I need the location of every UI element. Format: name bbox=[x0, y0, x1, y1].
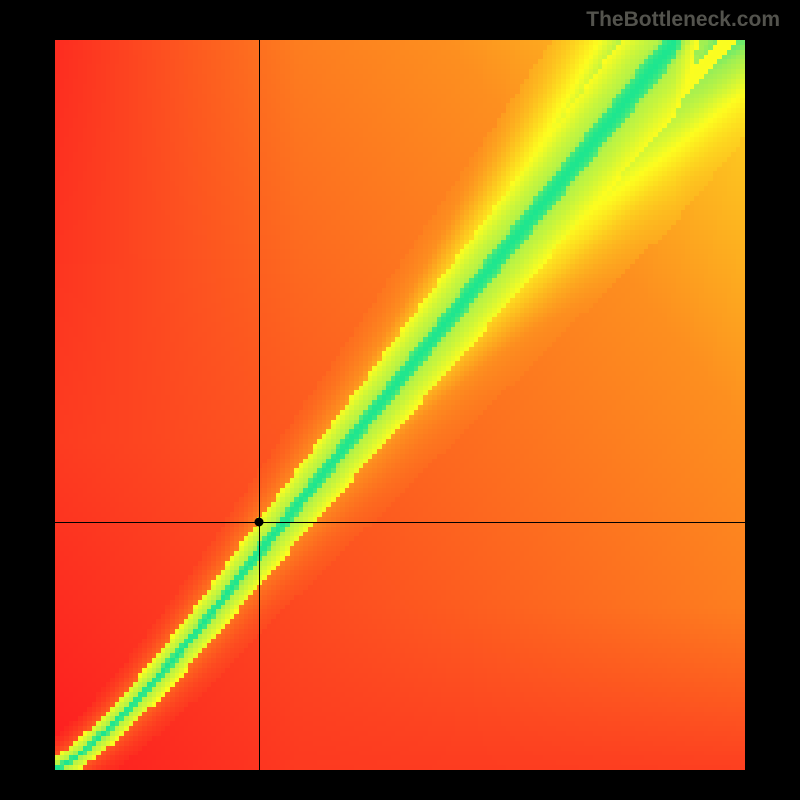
crosshair-horizontal bbox=[55, 522, 745, 523]
crosshair-vertical bbox=[259, 40, 260, 770]
heatmap-canvas bbox=[55, 40, 745, 770]
heatmap-plot bbox=[55, 40, 745, 770]
watermark-text: TheBottleneck.com bbox=[586, 8, 780, 32]
marker-point bbox=[254, 517, 263, 526]
